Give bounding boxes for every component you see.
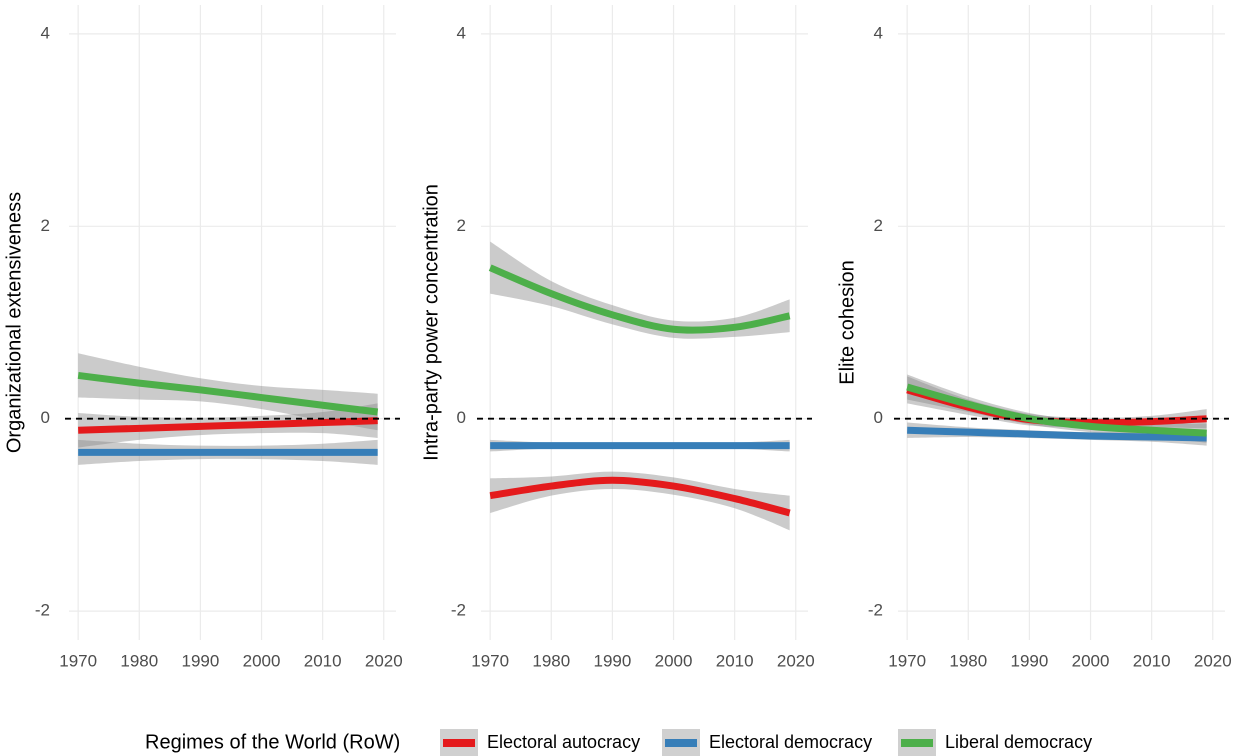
x-tick-label: 2000 — [655, 651, 693, 670]
y-tick-label: 4 — [874, 23, 883, 42]
y-axis-label: Intra-party power concentration — [420, 184, 442, 461]
y-tick-label: 2 — [41, 216, 50, 235]
x-tick-label: 2000 — [243, 651, 281, 670]
legend-title: Regimes of the World (RoW) — [145, 731, 400, 753]
legend-swatch — [665, 739, 697, 747]
x-tick-label: 2000 — [1072, 651, 1110, 670]
legend-label: Liberal democracy — [945, 732, 1092, 752]
x-tick-label: 1980 — [949, 651, 987, 670]
x-tick-label: 2020 — [1194, 651, 1232, 670]
y-axis-label: Elite cohesion — [836, 260, 858, 385]
x-tick-label: 2020 — [777, 651, 815, 670]
legend-swatch — [443, 739, 475, 747]
trend-line — [489, 476, 791, 517]
y-tick-label: -2 — [868, 601, 883, 620]
trend-line — [907, 426, 1207, 442]
x-tick-label: 1990 — [1010, 651, 1048, 670]
legend-label: Electoral democracy — [709, 732, 872, 752]
panel: -2 0 2 4 1970 1980 1990 2000 2010 2020 Intra-party… — [420, 5, 815, 670]
confidence-band — [907, 376, 1207, 429]
trend-line — [78, 417, 378, 434]
x-tick-label: 1970 — [59, 651, 97, 670]
y-tick-label: 2 — [874, 216, 883, 235]
y-tick-label: 0 — [41, 408, 50, 427]
x-tick-label: 1970 — [888, 651, 926, 670]
x-tick-label: 1970 — [471, 651, 509, 670]
x-tick-label: 1980 — [532, 651, 570, 670]
x-tick-label: 1990 — [181, 651, 219, 670]
legend-swatch — [901, 739, 933, 747]
panel: -2 0 2 4 1970 1980 1990 2000 2010 2020 Elite cohes… — [836, 5, 1232, 670]
y-tick-label: 0 — [457, 408, 466, 427]
x-tick-label: 2010 — [716, 651, 754, 670]
trend-line — [906, 383, 1207, 437]
x-tick-label: 2010 — [304, 651, 342, 670]
x-tick-label: 2020 — [365, 651, 403, 670]
y-axis-label: Organizational extensiveness — [3, 192, 25, 453]
x-tick-label: 2010 — [1133, 651, 1171, 670]
y-tick-label: 2 — [457, 216, 466, 235]
trend-line — [488, 264, 791, 334]
legend-label: Electoral autocracy — [487, 732, 640, 752]
y-tick-label: 0 — [874, 408, 883, 427]
x-tick-label: 1990 — [593, 651, 631, 670]
y-tick-label: 4 — [457, 23, 466, 42]
y-tick-label: -2 — [451, 601, 466, 620]
x-tick-label: 1980 — [120, 651, 158, 670]
trend-line — [77, 371, 379, 416]
y-tick-label: -2 — [35, 601, 50, 620]
panel: -2 0 2 4 1970 1980 1990 2000 2010 2020 Organizatio… — [3, 5, 403, 670]
y-tick-label: 4 — [41, 23, 50, 42]
